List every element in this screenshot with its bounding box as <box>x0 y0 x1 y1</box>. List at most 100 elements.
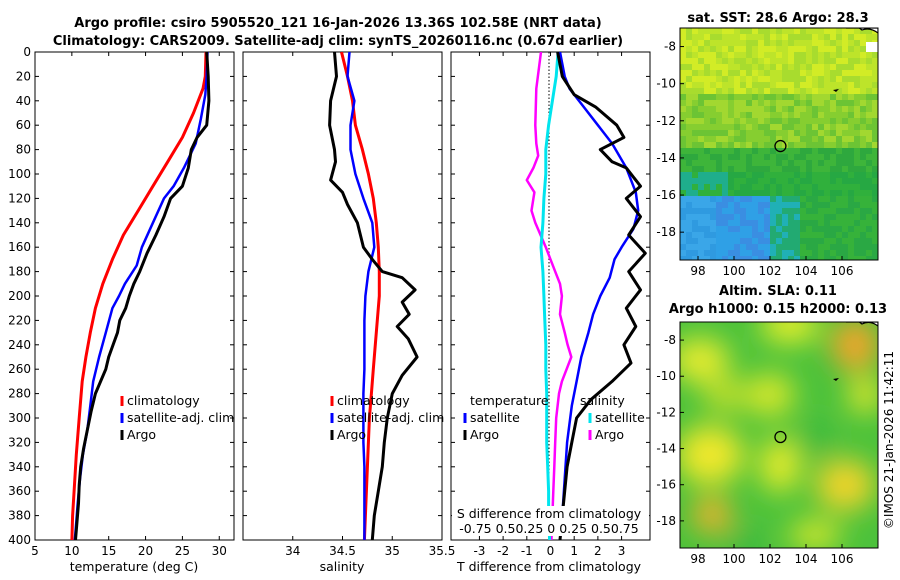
sst-cell <box>752 148 758 154</box>
sst-cell <box>848 40 854 46</box>
sst-cell <box>716 130 722 136</box>
sst-cell <box>848 178 854 184</box>
sst-cell <box>698 184 704 190</box>
sst-cell <box>770 238 776 244</box>
sst-cell <box>686 220 692 226</box>
sst-cell <box>758 88 764 94</box>
sst-cell <box>860 190 866 196</box>
sst-cell <box>866 64 872 70</box>
sst-cell <box>842 148 848 154</box>
sst-cell <box>710 172 716 178</box>
sst-cell <box>758 82 764 88</box>
sst-cell <box>698 190 704 196</box>
sst-cell <box>854 70 860 76</box>
sla-blob <box>789 521 841 548</box>
sst-cell <box>842 202 848 208</box>
sst-cell <box>686 94 692 100</box>
sst-cell <box>794 238 800 244</box>
sst-cell <box>860 250 866 256</box>
sst-cell <box>848 202 854 208</box>
sst-cell <box>782 238 788 244</box>
map-x-tick-label: 104 <box>795 552 818 566</box>
sst-cell <box>722 100 728 106</box>
sst-cell <box>692 232 698 238</box>
sst-cell <box>812 256 818 260</box>
sst-cell <box>716 154 722 160</box>
sst-cell <box>800 250 806 256</box>
sst-cell <box>704 172 710 178</box>
legend-entry-difference-salinity-0: satellite <box>595 410 645 425</box>
sst-cell <box>800 220 806 226</box>
sst-cell <box>734 166 740 172</box>
sst-cell <box>770 46 776 52</box>
sst-cell <box>788 232 794 238</box>
sst-cell <box>722 70 728 76</box>
sst-cell <box>794 40 800 46</box>
sst-cell <box>764 202 770 208</box>
sst-cell <box>722 118 728 124</box>
sst-cell <box>746 160 752 166</box>
sst-cell <box>812 202 818 208</box>
sst-cell <box>758 220 764 226</box>
sst-cell <box>836 112 842 118</box>
sst-cell <box>800 82 806 88</box>
sst-cell <box>716 190 722 196</box>
sst-cell <box>860 172 866 178</box>
sst-cell <box>812 190 818 196</box>
sst-cell <box>692 202 698 208</box>
sst-cell <box>788 214 794 220</box>
sst-cell <box>836 100 842 106</box>
sst-cell <box>836 202 842 208</box>
sst-cell <box>788 136 794 142</box>
sst-cell <box>704 190 710 196</box>
sst-cell <box>776 178 782 184</box>
sst-cell <box>734 100 740 106</box>
sst-cell <box>686 124 692 130</box>
sst-cell <box>722 160 728 166</box>
sst-cell <box>698 208 704 214</box>
sst-cell <box>848 130 854 136</box>
sst-cell <box>794 52 800 58</box>
sst-cell <box>752 256 758 260</box>
sst-cell <box>872 88 878 94</box>
sst-cell <box>872 118 878 124</box>
sst-cell <box>728 88 734 94</box>
sst-cell <box>782 124 788 130</box>
sst-cell <box>758 202 764 208</box>
sst-cell <box>824 250 830 256</box>
sst-cell <box>752 184 758 190</box>
sst-cell <box>800 142 806 148</box>
sst-cell <box>860 142 866 148</box>
sst-cell <box>758 70 764 76</box>
sst-cell <box>752 58 758 64</box>
sst-cell <box>680 88 686 94</box>
sst-cell <box>830 118 836 124</box>
sst-cell <box>818 46 824 52</box>
sst-cell <box>764 130 770 136</box>
sst-cell <box>734 250 740 256</box>
sst-cell <box>836 250 842 256</box>
sst-cell <box>758 178 764 184</box>
sst-cell <box>794 214 800 220</box>
sst-cell <box>722 64 728 70</box>
sst-cell <box>818 250 824 256</box>
sst-cell <box>776 226 782 232</box>
sst-cell <box>854 256 860 260</box>
sst-cell <box>800 256 806 260</box>
sst-cell <box>710 208 716 214</box>
sst-cell <box>746 226 752 232</box>
sst-cell <box>734 202 740 208</box>
sst-cell <box>686 34 692 40</box>
legend-entry-difference-temperature-1: Argo <box>470 427 499 442</box>
sst-cell <box>704 184 710 190</box>
sst-cell <box>836 148 842 154</box>
sst-cell <box>860 232 866 238</box>
sst-cell <box>866 160 872 166</box>
sst-cell <box>836 226 842 232</box>
sst-cell <box>866 232 872 238</box>
sst-cell <box>794 46 800 52</box>
sst-cell <box>788 88 794 94</box>
sst-cell <box>692 184 698 190</box>
sla-island <box>833 378 839 381</box>
sst-cell <box>860 256 866 260</box>
